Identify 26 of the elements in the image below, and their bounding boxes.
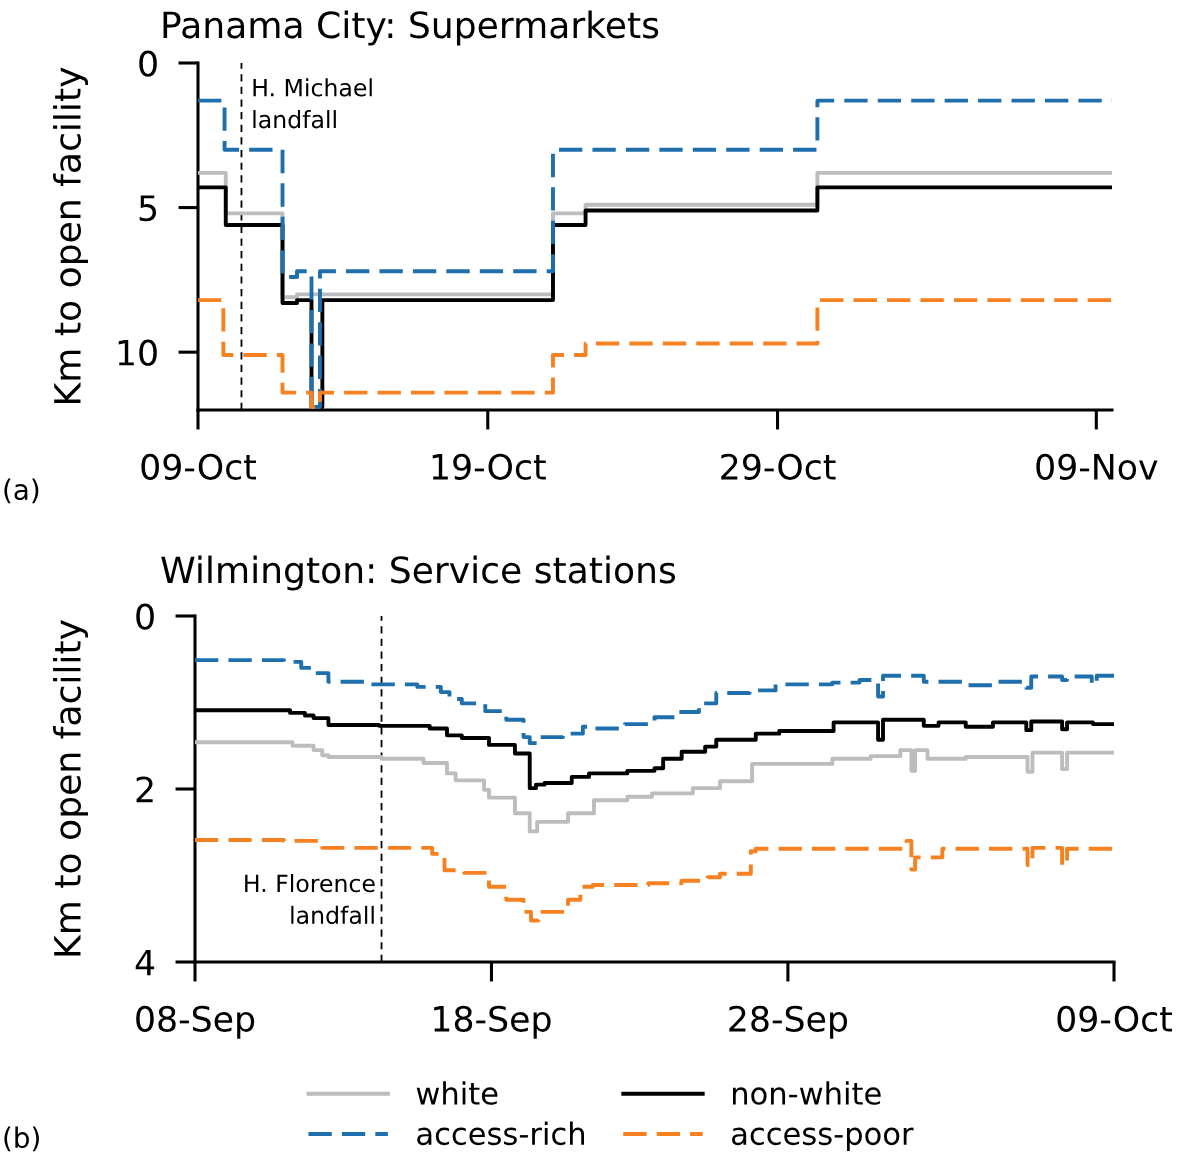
- y-tick-label: 0: [139, 50, 157, 77]
- text: (b): [4, 1126, 39, 1152]
- y-tick-label: 5: [139, 195, 157, 222]
- y-axis-title: Km to open facility: [53, 620, 88, 956]
- legend-label: access-poor: [732, 1127, 914, 1152]
- legend-label: non-white: [732, 1081, 881, 1105]
- x-tick-label: 19-Oct: [432, 453, 546, 480]
- x-tick-label: 09-Nov: [1036, 453, 1158, 480]
- text: (a): [4, 478, 39, 504]
- y-tick-label: 4: [135, 949, 155, 976]
- x-tick-label: 08-Sep: [136, 1005, 255, 1039]
- x-tick-label: 09-Oct: [141, 453, 257, 480]
- x-tick-label: 28-Sep: [729, 1005, 848, 1039]
- y-tick-label: 10: [118, 339, 157, 366]
- chart-title: Panama City: Supermarkets: [163, 10, 659, 46]
- x-tick-label: 18-Sep: [434, 1005, 551, 1039]
- ref-line-label: H. Florence landfall: [245, 873, 375, 925]
- y-axis-title: Km to open facility: [53, 67, 88, 403]
- legend-label: access-rich: [417, 1121, 585, 1146]
- x-tick-label: 09-Oct: [1057, 1005, 1173, 1032]
- x-tick-label: 29-Oct: [721, 453, 836, 480]
- y-tick-label: 0: [136, 603, 154, 630]
- ref-line-label: H. Michael landfall: [253, 78, 372, 129]
- chart-title: Wilmington: Service stations: [161, 555, 676, 591]
- legend-label: white: [416, 1081, 498, 1105]
- y-tick-label: 2: [136, 776, 153, 803]
